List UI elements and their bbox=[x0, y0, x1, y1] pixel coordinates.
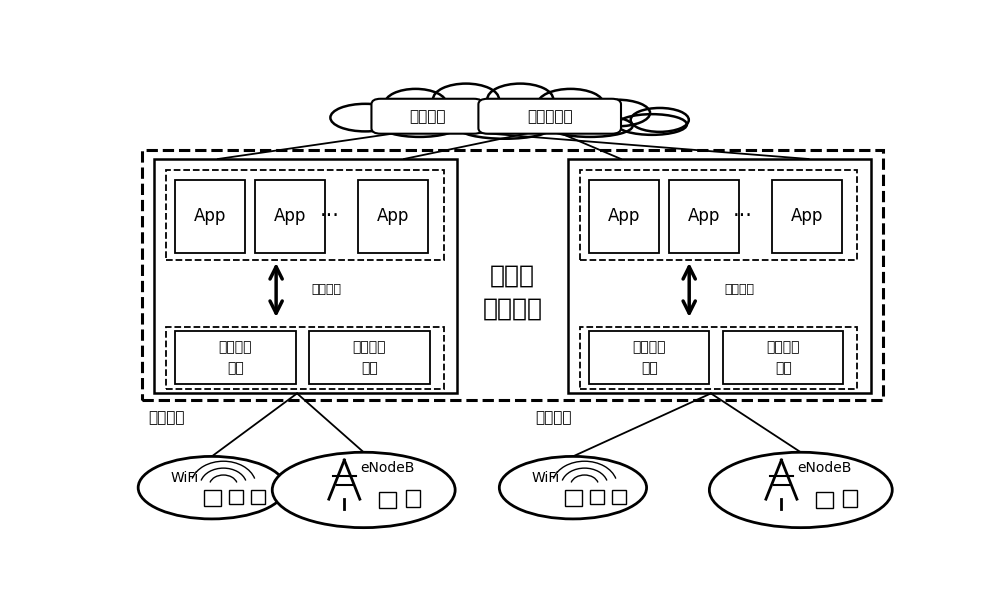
Text: App: App bbox=[377, 207, 409, 226]
Text: 接入网
域控制器: 接入网 域控制器 bbox=[482, 263, 542, 321]
Text: eNodeB: eNodeB bbox=[360, 461, 414, 475]
Bar bbox=[580, 327, 857, 389]
Bar bbox=[251, 490, 264, 504]
Text: 南向协议: 南向协议 bbox=[536, 410, 572, 425]
Text: 北向协议: 北向协议 bbox=[311, 283, 341, 296]
Text: eNodeB: eNodeB bbox=[797, 461, 851, 475]
Ellipse shape bbox=[631, 108, 689, 132]
Bar bbox=[175, 180, 245, 253]
Bar bbox=[204, 490, 221, 506]
Ellipse shape bbox=[272, 453, 455, 528]
Bar bbox=[358, 180, 428, 253]
Ellipse shape bbox=[709, 453, 892, 528]
Text: App: App bbox=[274, 207, 306, 226]
Text: 状态感知
模块: 状态感知 模块 bbox=[219, 340, 252, 375]
Ellipse shape bbox=[458, 116, 551, 139]
Ellipse shape bbox=[381, 115, 458, 137]
Text: App: App bbox=[688, 207, 720, 226]
FancyBboxPatch shape bbox=[371, 99, 483, 134]
Ellipse shape bbox=[487, 84, 553, 115]
Text: ···: ··· bbox=[320, 207, 340, 226]
Bar bbox=[154, 159, 457, 393]
Ellipse shape bbox=[385, 89, 447, 119]
Bar bbox=[229, 490, 243, 504]
Text: 南向协议: 南向协议 bbox=[148, 410, 185, 425]
Text: 资源抽象
模块: 资源抽象 模块 bbox=[767, 340, 800, 375]
Bar bbox=[589, 331, 709, 384]
Bar bbox=[309, 331, 430, 384]
Bar bbox=[175, 331, 296, 384]
FancyBboxPatch shape bbox=[478, 99, 621, 134]
Bar bbox=[166, 327, 444, 389]
Text: 全局控制器: 全局控制器 bbox=[527, 109, 573, 124]
Bar bbox=[723, 331, 843, 384]
Text: 数据中心: 数据中心 bbox=[409, 109, 446, 124]
Bar bbox=[590, 490, 604, 504]
Bar bbox=[580, 171, 857, 260]
Ellipse shape bbox=[547, 115, 633, 137]
Bar bbox=[843, 490, 857, 507]
Text: ···: ··· bbox=[733, 207, 753, 226]
Text: 状态感知
模块: 状态感知 模块 bbox=[633, 340, 666, 375]
Bar bbox=[568, 159, 871, 393]
Text: App: App bbox=[608, 207, 640, 226]
Text: App: App bbox=[791, 207, 823, 226]
Ellipse shape bbox=[584, 100, 650, 127]
Bar bbox=[816, 493, 833, 509]
Bar bbox=[255, 180, 325, 253]
Ellipse shape bbox=[617, 114, 687, 135]
Ellipse shape bbox=[138, 456, 285, 519]
Text: WiFi: WiFi bbox=[532, 470, 560, 485]
Bar bbox=[589, 180, 659, 253]
Ellipse shape bbox=[499, 456, 647, 519]
Ellipse shape bbox=[433, 84, 499, 115]
Bar bbox=[612, 490, 626, 504]
Text: App: App bbox=[194, 207, 226, 226]
Bar bbox=[379, 493, 396, 509]
Bar bbox=[166, 171, 444, 260]
Ellipse shape bbox=[330, 104, 400, 131]
Bar bbox=[406, 490, 420, 507]
Text: 资源抽象
模块: 资源抽象 模块 bbox=[353, 340, 386, 375]
Bar bbox=[772, 180, 842, 253]
Ellipse shape bbox=[538, 89, 604, 119]
Bar bbox=[669, 180, 739, 253]
Bar bbox=[565, 490, 582, 506]
Text: 北向协议: 北向协议 bbox=[724, 283, 754, 296]
Text: WiFi: WiFi bbox=[171, 470, 199, 485]
Bar bbox=[142, 150, 883, 401]
